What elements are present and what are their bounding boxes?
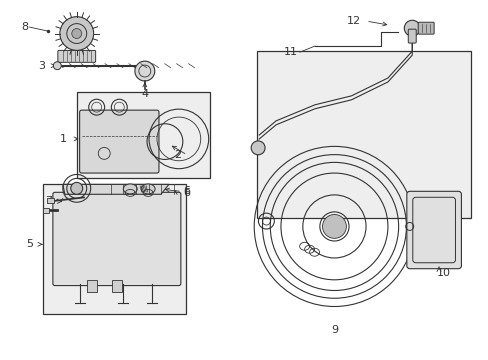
Text: 8: 8 — [21, 22, 28, 32]
Circle shape — [60, 17, 94, 50]
Bar — [87, 280, 97, 292]
Text: 12: 12 — [346, 16, 361, 26]
Circle shape — [322, 215, 346, 238]
Ellipse shape — [141, 184, 155, 194]
FancyBboxPatch shape — [53, 192, 181, 285]
FancyBboxPatch shape — [80, 110, 159, 173]
Polygon shape — [62, 184, 168, 194]
FancyBboxPatch shape — [417, 22, 433, 34]
Circle shape — [53, 62, 61, 69]
Bar — [43, 208, 49, 213]
Circle shape — [135, 61, 154, 81]
Bar — [77, 93, 210, 178]
Text: 6: 6 — [183, 188, 190, 198]
Text: 7: 7 — [45, 197, 52, 206]
Text: 9: 9 — [330, 325, 337, 336]
FancyBboxPatch shape — [58, 50, 96, 62]
Circle shape — [251, 141, 264, 155]
Text: 5: 5 — [26, 239, 33, 249]
Text: 11: 11 — [284, 47, 297, 57]
Bar — [42, 184, 186, 314]
Text: 1: 1 — [60, 134, 67, 144]
Circle shape — [72, 28, 81, 39]
Circle shape — [71, 183, 82, 194]
FancyBboxPatch shape — [407, 29, 415, 43]
Circle shape — [404, 20, 419, 36]
Bar — [112, 280, 122, 292]
Bar — [47, 198, 54, 203]
Text: 10: 10 — [436, 268, 449, 278]
FancyBboxPatch shape — [406, 191, 461, 269]
Text: 4: 4 — [141, 89, 148, 99]
Bar — [256, 51, 469, 217]
Text: 3: 3 — [38, 61, 45, 71]
Ellipse shape — [123, 184, 137, 194]
Text: 2: 2 — [174, 150, 181, 160]
Text: 6: 6 — [183, 186, 190, 197]
